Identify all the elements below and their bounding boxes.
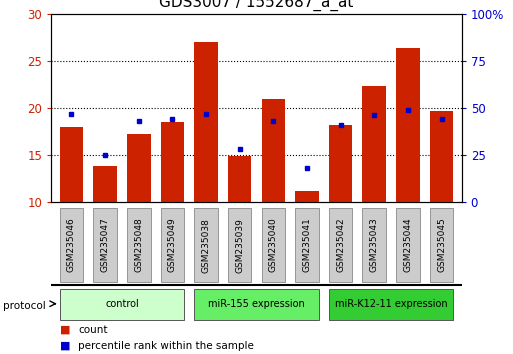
Bar [127, 134, 150, 202]
FancyBboxPatch shape [396, 208, 420, 282]
Bar [262, 98, 285, 202]
Bar [161, 122, 184, 202]
Text: GSM235039: GSM235039 [235, 218, 244, 273]
Text: GSM235040: GSM235040 [269, 218, 278, 273]
Text: GSM235044: GSM235044 [403, 218, 412, 273]
Text: GSM235042: GSM235042 [336, 218, 345, 273]
Text: control: control [105, 299, 139, 309]
Bar [93, 166, 117, 202]
Text: miR-155 expression: miR-155 expression [208, 299, 305, 309]
FancyBboxPatch shape [60, 208, 83, 282]
Bar [396, 48, 420, 202]
Text: GSM235049: GSM235049 [168, 218, 177, 273]
Text: GSM235043: GSM235043 [370, 218, 379, 273]
Text: miR-K12-11 expression: miR-K12-11 expression [335, 299, 447, 309]
FancyBboxPatch shape [295, 208, 319, 282]
Bar [329, 125, 352, 202]
FancyBboxPatch shape [93, 208, 117, 282]
Text: GSM235047: GSM235047 [101, 218, 110, 273]
FancyBboxPatch shape [194, 208, 218, 282]
Bar [194, 42, 218, 202]
FancyBboxPatch shape [228, 208, 251, 282]
FancyBboxPatch shape [329, 289, 453, 320]
FancyBboxPatch shape [161, 208, 184, 282]
FancyBboxPatch shape [262, 208, 285, 282]
Text: GSM235048: GSM235048 [134, 218, 143, 273]
FancyBboxPatch shape [430, 208, 453, 282]
FancyBboxPatch shape [194, 289, 319, 320]
FancyBboxPatch shape [363, 208, 386, 282]
Bar [228, 156, 251, 202]
Text: protocol: protocol [3, 301, 45, 311]
FancyBboxPatch shape [60, 289, 184, 320]
Bar [60, 127, 83, 202]
Text: percentile rank within the sample: percentile rank within the sample [78, 341, 254, 351]
Bar [295, 190, 319, 202]
Text: ■: ■ [60, 325, 70, 335]
Bar [430, 111, 453, 202]
Text: ■: ■ [60, 341, 70, 351]
Text: GSM235046: GSM235046 [67, 218, 76, 273]
Text: count: count [78, 325, 108, 335]
FancyBboxPatch shape [127, 208, 150, 282]
Title: GDS3007 / 1552687_a_at: GDS3007 / 1552687_a_at [160, 0, 353, 11]
Bar [363, 86, 386, 202]
FancyBboxPatch shape [329, 208, 352, 282]
Text: GSM235045: GSM235045 [437, 218, 446, 273]
Text: GSM235041: GSM235041 [303, 218, 311, 273]
Text: GSM235038: GSM235038 [202, 218, 210, 273]
